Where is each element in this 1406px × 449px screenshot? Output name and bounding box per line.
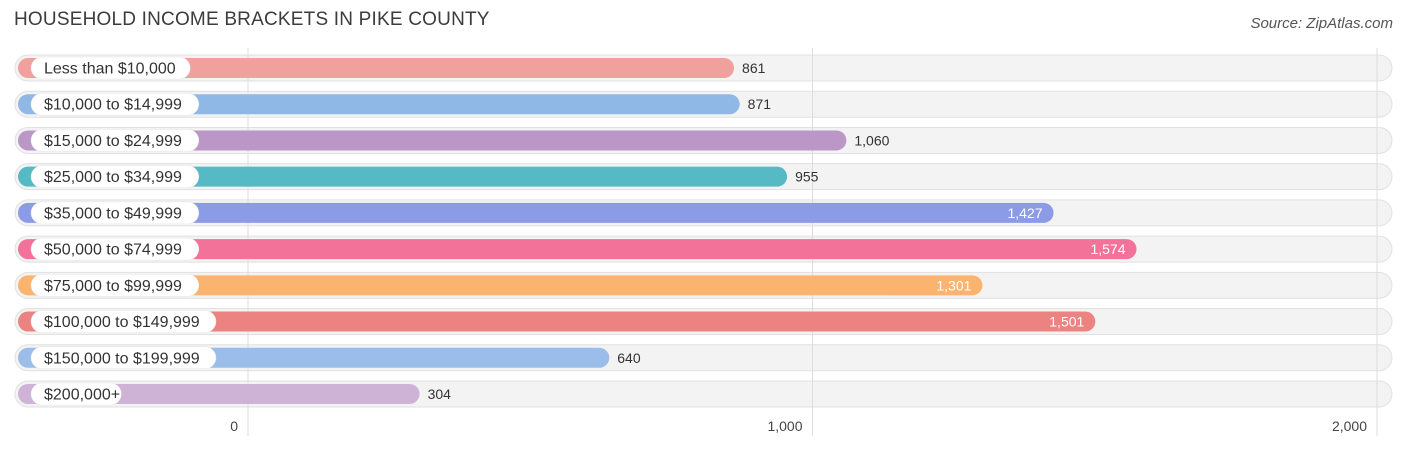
value-label: 304	[428, 386, 452, 402]
value-label: 1,574	[1090, 241, 1125, 257]
bar	[18, 239, 1137, 260]
category-label-pill	[30, 165, 200, 188]
category-label: $75,000 to $99,999	[44, 278, 182, 295]
category-label-pill	[30, 346, 217, 370]
x-tick-label: 2,000	[1332, 418, 1367, 434]
category-label-pill	[30, 92, 200, 116]
category-label: Less than $10,000	[44, 61, 176, 78]
category-label: $50,000 to $74,999	[44, 242, 182, 259]
x-tick-label: 1,000	[767, 418, 802, 434]
bar	[18, 94, 740, 115]
category-label-pill	[30, 382, 122, 406]
category-label: $15,000 to $24,999	[44, 133, 182, 150]
chart-title: HOUSEHOLD INCOME BRACKETS IN PIKE COUNTY	[14, 9, 490, 30]
category-label: $150,000 to $199,999	[44, 350, 200, 367]
bar	[18, 130, 847, 151]
chart-source: Source: ZipAtlas.com	[1250, 15, 1393, 32]
bar	[18, 202, 1054, 223]
category-label-pill	[30, 56, 191, 80]
value-label: 861	[742, 60, 766, 76]
category-label: $35,000 to $49,999	[44, 205, 182, 222]
x-tick-label: 0	[230, 418, 238, 434]
category-label-pill	[30, 274, 200, 297]
value-label: 955	[795, 169, 819, 185]
category-label-pill	[30, 310, 217, 333]
value-label: 1,060	[854, 132, 889, 148]
category-label: $25,000 to $34,999	[44, 169, 182, 186]
value-label: 1,301	[936, 277, 971, 293]
category-label-pill	[30, 237, 200, 261]
bar	[18, 311, 1096, 332]
bar	[18, 58, 735, 78]
bar	[18, 166, 788, 187]
category-label: $100,000 to $149,999	[44, 314, 200, 331]
category-label-pill	[30, 201, 200, 225]
category-label-pill	[30, 129, 200, 152]
bar	[18, 275, 983, 296]
value-label: 1,427	[1007, 205, 1042, 221]
value-label: 640	[617, 350, 641, 366]
value-label: 1,501	[1049, 314, 1084, 330]
category-label: $10,000 to $14,999	[44, 97, 182, 114]
category-label: $200,000+	[44, 386, 120, 403]
value-label: 871	[748, 96, 772, 112]
